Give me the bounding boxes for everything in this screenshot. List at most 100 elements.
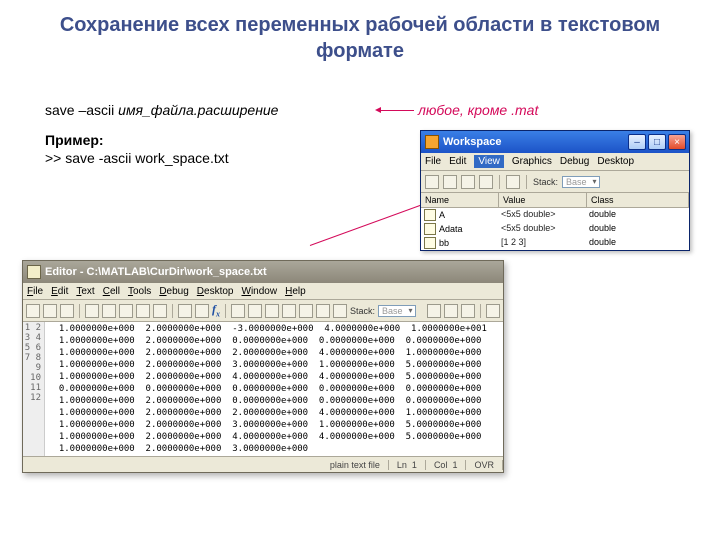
menu-item[interactable]: Tools (128, 286, 151, 297)
editor-statusbar: plain text file Ln 1 Col 1 OVR (23, 456, 503, 472)
print-icon[interactable] (178, 304, 192, 318)
toolbar-icon[interactable] (506, 175, 520, 189)
toolbar-icon[interactable] (443, 175, 457, 189)
maximize-button[interactable]: □ (648, 134, 666, 150)
workspace-window: Workspace – □ × File Edit View Graphics Debu… (420, 130, 690, 251)
example-command: >> save -ascii work_space.txt (45, 150, 229, 166)
breakpoint-clear-icon[interactable] (248, 304, 262, 318)
editor-title: Editor - C:\MATLAB\CurDir\work_space.txt (45, 266, 267, 278)
syntax-command: save –ascii (45, 102, 118, 118)
layout-icon[interactable] (461, 304, 475, 318)
toolbar-separator (172, 304, 173, 318)
var-class: double (587, 236, 689, 250)
copy-icon[interactable] (102, 304, 116, 318)
col-name[interactable]: Name (421, 193, 499, 207)
toolbar-separator (526, 175, 527, 189)
layout-icon[interactable] (427, 304, 441, 318)
editor-toolbar[interactable]: fx Stack: Base (23, 300, 503, 322)
editor-body: 1 2 3 4 5 6 7 8 9 10 11 12 1.0000000e+00… (23, 322, 503, 456)
status-ln: Ln 1 (389, 460, 426, 470)
undo-icon[interactable] (136, 304, 150, 318)
editor-menubar[interactable]: File Edit Text Cell Tools Debug Desktop Window H… (23, 283, 503, 300)
menu-item[interactable]: View (474, 155, 504, 168)
status-filetype: plain text file (322, 460, 389, 470)
workspace-row[interactable]: A <5x5 double>double (421, 208, 689, 222)
breakpoint-set-icon[interactable] (231, 304, 245, 318)
annotation-arrow (380, 110, 414, 111)
menu-item[interactable]: Graphics (512, 156, 552, 167)
menu-item[interactable]: Debug (159, 286, 188, 297)
col-class[interactable]: Class (587, 193, 689, 207)
step-icon[interactable] (265, 304, 279, 318)
var-name: Adata (439, 224, 463, 234)
save-icon[interactable] (60, 304, 74, 318)
app-icon (425, 135, 439, 149)
menu-item[interactable]: Debug (560, 156, 589, 167)
var-icon (424, 209, 436, 221)
workspace-header-row: Name Value Class (421, 193, 689, 208)
fx-icon[interactable]: fx (212, 302, 220, 318)
workspace-row[interactable]: bb [1 2 3]double (421, 236, 689, 250)
workspace-menubar[interactable]: File Edit View Graphics Debug Desktop (421, 153, 689, 171)
step-in-icon[interactable] (282, 304, 296, 318)
menu-item[interactable]: Desktop (197, 286, 234, 297)
var-class: double (587, 222, 689, 236)
dock-icon[interactable] (486, 304, 500, 318)
var-value: <5x5 double> (499, 208, 587, 222)
menu-item[interactable]: Edit (51, 286, 68, 297)
stack-select[interactable]: Base (378, 305, 416, 317)
stack-label: Stack: (533, 177, 558, 187)
menu-item[interactable]: Cell (103, 286, 120, 297)
menu-item[interactable]: Desktop (597, 156, 634, 167)
toolbar-separator (480, 304, 481, 318)
minimize-button[interactable]: – (628, 134, 646, 150)
workspace-titlebar[interactable]: Workspace – □ × (421, 131, 689, 153)
example-label: Пример: (45, 132, 104, 148)
redo-icon[interactable] (153, 304, 167, 318)
status-ovr: OVR (466, 460, 503, 470)
menu-item[interactable]: Window (242, 286, 278, 297)
menu-item[interactable]: Edit (449, 156, 466, 167)
var-icon (424, 223, 436, 235)
workspace-title: Workspace (443, 136, 626, 148)
paste-icon[interactable] (119, 304, 133, 318)
editor-text[interactable]: 1.0000000e+000 2.0000000e+000 -3.0000000… (45, 322, 503, 456)
command-syntax: save –ascii имя_файла.расширение (45, 102, 278, 118)
menu-item[interactable]: File (27, 286, 43, 297)
var-value: [1 2 3] (499, 236, 587, 250)
new-icon[interactable] (26, 304, 40, 318)
cut-icon[interactable] (85, 304, 99, 318)
stack-select[interactable]: Base (562, 176, 600, 188)
toolbar-separator (79, 304, 80, 318)
var-name: A (439, 210, 445, 220)
find-icon[interactable] (195, 304, 209, 318)
editor-titlebar[interactable]: Editor - C:\MATLAB\CurDir\work_space.txt (23, 261, 503, 283)
open-icon[interactable] (43, 304, 57, 318)
toolbar-icon[interactable] (461, 175, 475, 189)
var-class: double (587, 208, 689, 222)
stop-icon[interactable] (333, 304, 347, 318)
status-col: Col 1 (426, 460, 467, 470)
stack-label: Stack: (350, 306, 375, 316)
toolbar-icon[interactable] (425, 175, 439, 189)
menu-item[interactable]: Text (76, 286, 94, 297)
toolbar-icon[interactable] (479, 175, 493, 189)
layout-icon[interactable] (444, 304, 458, 318)
slide-title: Сохранение всех переменных рабочей облас… (0, 0, 720, 68)
workspace-toolbar[interactable]: Stack: Base (421, 171, 689, 193)
workspace-row[interactable]: Adata <5x5 double>double (421, 222, 689, 236)
workspace-rows: A <5x5 double>double Adata <5x5 double>doub… (421, 208, 689, 250)
close-button[interactable]: × (668, 134, 686, 150)
menu-item[interactable]: File (425, 156, 441, 167)
syntax-arg: имя_файла.расширение (118, 102, 278, 118)
line-gutter: 1 2 3 4 5 6 7 8 9 10 11 12 (23, 322, 45, 456)
toolbar-separator (225, 304, 226, 318)
col-value[interactable]: Value (499, 193, 587, 207)
menu-item[interactable]: Help (285, 286, 306, 297)
var-name: bb (439, 238, 449, 248)
var-value: <5x5 double> (499, 222, 587, 236)
var-icon (424, 237, 436, 249)
step-out-icon[interactable] (299, 304, 313, 318)
continue-icon[interactable] (316, 304, 330, 318)
editor-icon (27, 265, 41, 279)
